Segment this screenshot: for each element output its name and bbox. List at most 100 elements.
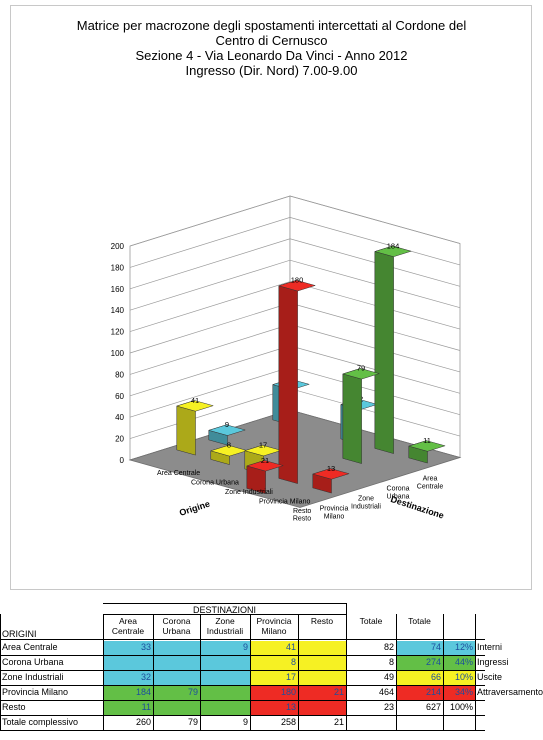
table-cell: 627 bbox=[425, 702, 441, 712]
data-table: DESTINAZIONI Area Centrale Corona Urbana Zo… bbox=[0, 602, 543, 740]
bar: 41 bbox=[175, 396, 215, 456]
bar-top bbox=[207, 424, 247, 436]
gridline-10 bbox=[129, 195, 461, 247]
table-rule bbox=[153, 614, 154, 730]
table-cell bbox=[153, 701, 200, 715]
z-tick-label: 60 bbox=[115, 392, 124, 401]
z-tick-label: 20 bbox=[115, 435, 124, 444]
z-tick-label: 120 bbox=[111, 328, 125, 337]
table-cell bbox=[443, 716, 475, 730]
bar: 21 bbox=[246, 456, 285, 494]
table-cell: 41 bbox=[250, 641, 298, 655]
bar-top bbox=[243, 444, 283, 457]
bar-top bbox=[311, 468, 350, 480]
table-cell bbox=[346, 716, 396, 730]
table-cell: Attraversamento bbox=[477, 687, 543, 697]
z-tick-label: 40 bbox=[115, 413, 124, 422]
z-tick-label: 200 bbox=[111, 242, 125, 251]
destinazioni-header: DESTINAZIONI bbox=[192, 605, 256, 615]
gridline-6 bbox=[129, 281, 461, 332]
chart-title: Matrice per macrozone degli spostamenti … bbox=[20, 18, 523, 78]
table-cell: 13 bbox=[250, 701, 298, 715]
destination-label: Resto bbox=[293, 516, 311, 523]
table-cell: Interni bbox=[477, 642, 503, 652]
gridline-8 bbox=[129, 238, 461, 290]
x-axis-title: Origine bbox=[178, 499, 211, 518]
z-tick-label: 0 bbox=[120, 456, 125, 465]
table-cell bbox=[475, 716, 543, 730]
destination-label-part: Milano bbox=[324, 514, 345, 521]
table-row-label: Zone Industriali bbox=[2, 672, 64, 682]
table-cell: 23 bbox=[383, 702, 394, 712]
table-rule bbox=[103, 614, 104, 730]
table-rule bbox=[0, 715, 485, 716]
table-rule bbox=[0, 655, 485, 656]
table-cell: Ingressi bbox=[477, 657, 509, 667]
destination-label-part: Resto bbox=[293, 516, 311, 523]
table-cell bbox=[153, 641, 200, 655]
bar-top bbox=[175, 400, 215, 412]
table-rule bbox=[0, 685, 485, 686]
table-cell: 21 bbox=[298, 686, 346, 700]
destination-label-part: Urbana bbox=[387, 494, 410, 501]
destination-label-part: Area bbox=[423, 476, 438, 483]
table-cell: 17 bbox=[250, 671, 298, 685]
bar: 180 bbox=[278, 276, 317, 484]
table-cell bbox=[298, 671, 346, 685]
table-rule bbox=[103, 603, 346, 604]
z-axis-ticks: 0 20 40 60 80 100 120 140 160 180 200 bbox=[111, 242, 125, 465]
bar-label: 79 bbox=[357, 364, 365, 373]
table-cell: 274 bbox=[396, 656, 443, 670]
table-rule bbox=[346, 614, 347, 730]
bar: 9 bbox=[207, 420, 247, 446]
table-cell: 11 bbox=[103, 701, 153, 715]
destination-label-part: Industriali bbox=[351, 504, 381, 511]
bar-top bbox=[374, 245, 413, 257]
z-tick-label: 140 bbox=[111, 306, 125, 315]
table-cell: 464 bbox=[378, 687, 394, 697]
column-header: Totale bbox=[408, 616, 431, 626]
table-cell: 79 bbox=[187, 717, 198, 727]
chart-bars: 333291844179118171801321 bbox=[175, 241, 446, 494]
table-cell: 258 bbox=[280, 717, 296, 727]
table-rule bbox=[396, 614, 397, 730]
table-rule bbox=[200, 614, 201, 730]
column-header: Area Centrale bbox=[111, 616, 145, 636]
bar-face-right bbox=[278, 285, 298, 484]
bar-top bbox=[407, 440, 446, 452]
column-header: Resto bbox=[310, 616, 334, 626]
column-header: Corona Urbana bbox=[162, 616, 191, 636]
table-rule bbox=[346, 603, 347, 615]
table-cell: 260 bbox=[135, 717, 151, 727]
bar-label: 9 bbox=[225, 420, 229, 429]
table-rule bbox=[0, 670, 485, 671]
chart-title-line-4: Ingresso (Dir. Nord) 7.00-9.00 bbox=[185, 63, 358, 78]
table-cell bbox=[200, 671, 250, 685]
table-rule bbox=[103, 614, 346, 615]
column-header: Totale bbox=[359, 616, 383, 626]
table-cell bbox=[153, 656, 200, 670]
table-cell bbox=[200, 686, 250, 700]
origin-label: Area Centrale bbox=[157, 470, 200, 477]
table-cell: 33 bbox=[103, 641, 153, 655]
bar-label: 8 bbox=[227, 441, 231, 450]
bar-label: 184 bbox=[387, 241, 400, 250]
chart-title-line-1: Matrice per macrozone degli spostamenti … bbox=[76, 18, 467, 33]
destination-label: Provincia Milano bbox=[320, 506, 349, 521]
chart-title-line-3: Sezione 4 - Via Leonardo Da Vinci - Anno… bbox=[135, 48, 408, 63]
table-rule bbox=[443, 614, 444, 730]
z-tick-label: 180 bbox=[111, 263, 125, 272]
table-cell: 49 bbox=[383, 672, 394, 682]
destination-label-part: Provincia bbox=[320, 506, 349, 513]
table-row-label: Corona Urbana bbox=[2, 657, 64, 667]
bar-label: 21 bbox=[261, 456, 269, 465]
bar-face-right bbox=[342, 373, 362, 464]
table-cell bbox=[298, 641, 346, 655]
table-cell: 32 bbox=[103, 671, 153, 685]
bar-face-right bbox=[374, 251, 394, 454]
table-cell: 9 bbox=[242, 717, 248, 727]
column-header: Zone Industriali bbox=[206, 616, 244, 636]
table-cell: 66 bbox=[396, 671, 443, 685]
table-cell: Uscite bbox=[477, 672, 503, 682]
table-cell: 8 bbox=[388, 657, 394, 667]
